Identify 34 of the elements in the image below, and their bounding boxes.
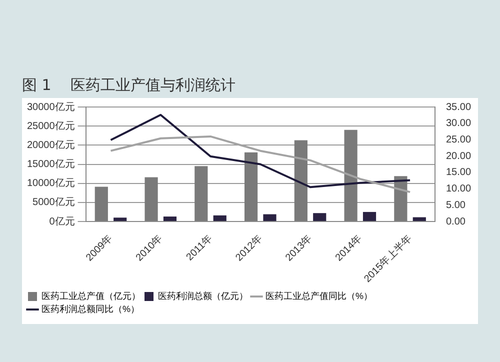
y2-tick-label: 25.00 xyxy=(446,134,472,146)
legend-label: 医药利润总额（亿元） xyxy=(158,290,248,301)
y-tick-label: 15000亿元 xyxy=(26,159,75,170)
bar xyxy=(194,166,208,221)
y2-tick-label: 35.00 xyxy=(446,102,472,113)
bar xyxy=(263,214,276,221)
bar xyxy=(163,216,177,221)
y2-tick-label: 10.00 xyxy=(446,184,472,195)
legend-label: 医药工业总产值同比（%） xyxy=(266,290,373,301)
chart-title: 图 1 医药工业产值与利润统计 xyxy=(22,76,236,95)
bar xyxy=(114,218,127,221)
y-tick-label: 20000亿元 xyxy=(26,140,75,151)
y2-tick-label: 5.00 xyxy=(446,200,466,211)
y2-tick-label: 30.00 xyxy=(446,118,472,130)
y2-tick-label: 0.00 xyxy=(446,216,466,228)
bar xyxy=(394,176,408,221)
y-tick-label: 10000亿元 xyxy=(26,178,75,190)
y2-tick-label: 15.00 xyxy=(446,167,472,178)
bar xyxy=(362,212,376,221)
legend-label: 医药利润总额同比（%） xyxy=(42,304,140,314)
y-tick-label: 30000亿元 xyxy=(26,102,75,113)
y-tick-label: 0亿元 xyxy=(49,216,75,228)
y-tick-label: 5000亿元 xyxy=(32,197,75,208)
bar xyxy=(313,213,326,221)
bar xyxy=(144,177,158,221)
bar xyxy=(213,215,226,221)
y-tick-label: 25000亿元 xyxy=(26,120,75,132)
bar xyxy=(294,140,308,221)
legend-label: 医药工业总产值（亿元） xyxy=(42,290,140,301)
bar xyxy=(344,130,358,221)
y2-tick-label: 20.00 xyxy=(446,150,472,162)
bar xyxy=(412,217,426,221)
bar xyxy=(94,186,108,221)
bar xyxy=(244,152,258,221)
